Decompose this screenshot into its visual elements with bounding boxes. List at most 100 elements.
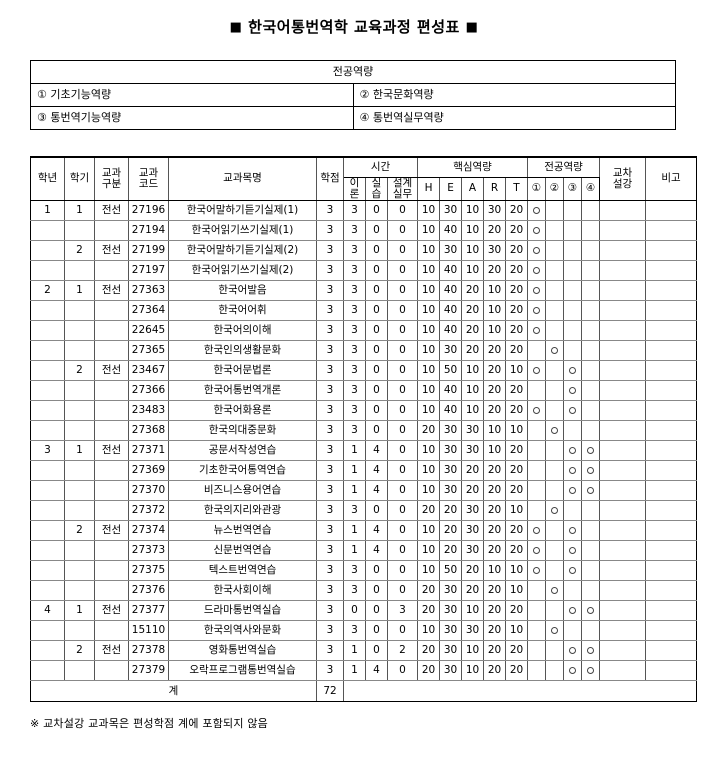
cell-major-4	[581, 659, 601, 681]
cell-year	[30, 339, 65, 361]
cell-category	[94, 559, 129, 581]
cell-major-2	[545, 479, 565, 501]
cell-major-1	[527, 299, 547, 321]
cell-hours-theory: 3	[343, 319, 366, 341]
cell-major-3	[563, 219, 583, 241]
cell-core-t: 20	[505, 239, 529, 261]
cell-core-t: 20	[505, 319, 529, 341]
cell-major-3	[563, 459, 583, 481]
competency-circle-icon	[569, 546, 577, 554]
competency-circle-icon	[533, 526, 541, 534]
table-row: 15110 한국의역사와문화 3 3 0 0 10 30 30 20 10	[30, 619, 698, 641]
cell-hours-practice: 0	[365, 639, 388, 661]
cell-core-r: 10	[483, 439, 507, 461]
cell-major-4	[581, 359, 601, 381]
cell-core-h: 20	[417, 579, 441, 601]
cell-core-r: 10	[483, 559, 507, 581]
competency-circle-icon	[533, 546, 541, 554]
cell-core-a: 30	[461, 619, 485, 641]
cell-semester	[64, 579, 95, 601]
table-row: 27375 텍스트번역연습 3 3 0 0 10 50 20 10 10	[30, 559, 698, 581]
cell-major-3	[563, 259, 583, 281]
cell-hours-design: 0	[386, 619, 419, 641]
legend-heading-row: 전공역량	[30, 59, 676, 84]
cell-major-1	[527, 539, 547, 561]
cell-core-h: 10	[417, 279, 441, 301]
cell-major-3	[563, 399, 583, 421]
cell-core-h: 20	[417, 499, 441, 521]
cell-core-r: 20	[483, 599, 507, 621]
cell-year	[30, 239, 65, 261]
competency-circle-icon	[569, 566, 577, 574]
footnote: ※ 교차설강 교과목은 편성학점 계에 포함되지 않음	[30, 716, 268, 730]
cell-cross	[599, 499, 647, 521]
cell-semester: 2	[64, 359, 95, 381]
cell-core-h: 10	[417, 559, 441, 581]
cell-core-h: 20	[417, 639, 441, 661]
cell-subject: 영화통번역실습	[168, 639, 317, 661]
cell-hours-design: 0	[386, 419, 419, 441]
cell-core-e: 40	[439, 279, 463, 301]
cell-hours-design: 0	[386, 359, 419, 381]
cell-core-e: 30	[439, 339, 463, 361]
cell-credit: 3	[316, 219, 344, 241]
cell-major-2	[545, 579, 565, 601]
cell-subject: 한국의대중문화	[168, 419, 317, 441]
cell-core-t: 20	[505, 399, 529, 421]
cell-hours-design: 3	[386, 599, 419, 621]
cell-subject: 한국어문법론	[168, 359, 317, 381]
cell-core-h: 10	[417, 239, 441, 261]
cell-subject: 뉴스번역연습	[168, 519, 317, 541]
cell-core-r: 20	[483, 519, 507, 541]
cell-core-e: 40	[439, 379, 463, 401]
cell-major-1	[527, 399, 547, 421]
cell-hours-design: 0	[386, 319, 419, 341]
cell-major-3	[563, 559, 583, 581]
cell-category	[94, 659, 129, 681]
cell-semester	[64, 299, 95, 321]
cell-core-h: 10	[417, 439, 441, 461]
cell-hours-theory: 0	[343, 599, 366, 621]
cell-hours-design: 0	[386, 499, 419, 521]
cell-hours-design: 0	[386, 659, 419, 681]
col-header-practice-line1: 실	[371, 177, 382, 189]
cell-hours-design: 0	[386, 379, 419, 401]
col-header-major-3: ③	[563, 176, 583, 201]
table-body: 1 1 전선 27196 한국어말하기듣기실제(1) 3 3 0 0 10 30 10 30 20 2719…	[30, 199, 698, 702]
cell-hours-theory: 3	[343, 579, 366, 601]
cell-major-1	[527, 359, 547, 381]
cell-major-4	[581, 259, 601, 281]
cell-year	[30, 399, 65, 421]
cell-cross	[599, 519, 647, 541]
cell-remark	[645, 619, 698, 641]
title-marker-right: ■	[465, 20, 479, 35]
cell-credit: 3	[316, 519, 344, 541]
cell-major-1	[527, 579, 547, 601]
cell-hours-theory: 3	[343, 399, 366, 421]
cell-core-a: 10	[461, 599, 485, 621]
table-row: 23483 한국어화용론 3 3 0 0 10 40 10 20 20	[30, 399, 698, 421]
cell-core-e: 50	[439, 359, 463, 381]
cell-hours-design: 0	[386, 519, 419, 541]
cell-core-t: 20	[505, 439, 529, 461]
legend-item-3-num: ③	[37, 110, 47, 124]
col-header-core-a: A	[461, 176, 485, 201]
cell-cross	[599, 419, 647, 441]
cell-core-e: 20	[439, 499, 463, 521]
legend-item-4: ④ 통번역실무역량	[352, 105, 676, 130]
cell-subject: 한국어발음	[168, 279, 317, 301]
table-row: 27197 한국어읽기쓰기실제(2) 3 3 0 0 10 40 10 20 20	[30, 259, 698, 281]
cell-core-a: 20	[461, 459, 485, 481]
cell-major-3	[563, 439, 583, 461]
cell-remark	[645, 339, 698, 361]
cell-credit: 3	[316, 559, 344, 581]
cell-credit: 3	[316, 299, 344, 321]
cell-category	[94, 419, 129, 441]
cell-subject: 비즈니스용어연습	[168, 479, 317, 501]
cell-major-4	[581, 479, 601, 501]
cell-hours-practice: 0	[365, 619, 388, 641]
cell-core-r: 20	[483, 479, 507, 501]
cell-hours-theory: 3	[343, 299, 366, 321]
cell-core-t: 20	[505, 639, 529, 661]
legend-row: ① 기초기능역량 ② 한국문화역량	[30, 82, 676, 107]
